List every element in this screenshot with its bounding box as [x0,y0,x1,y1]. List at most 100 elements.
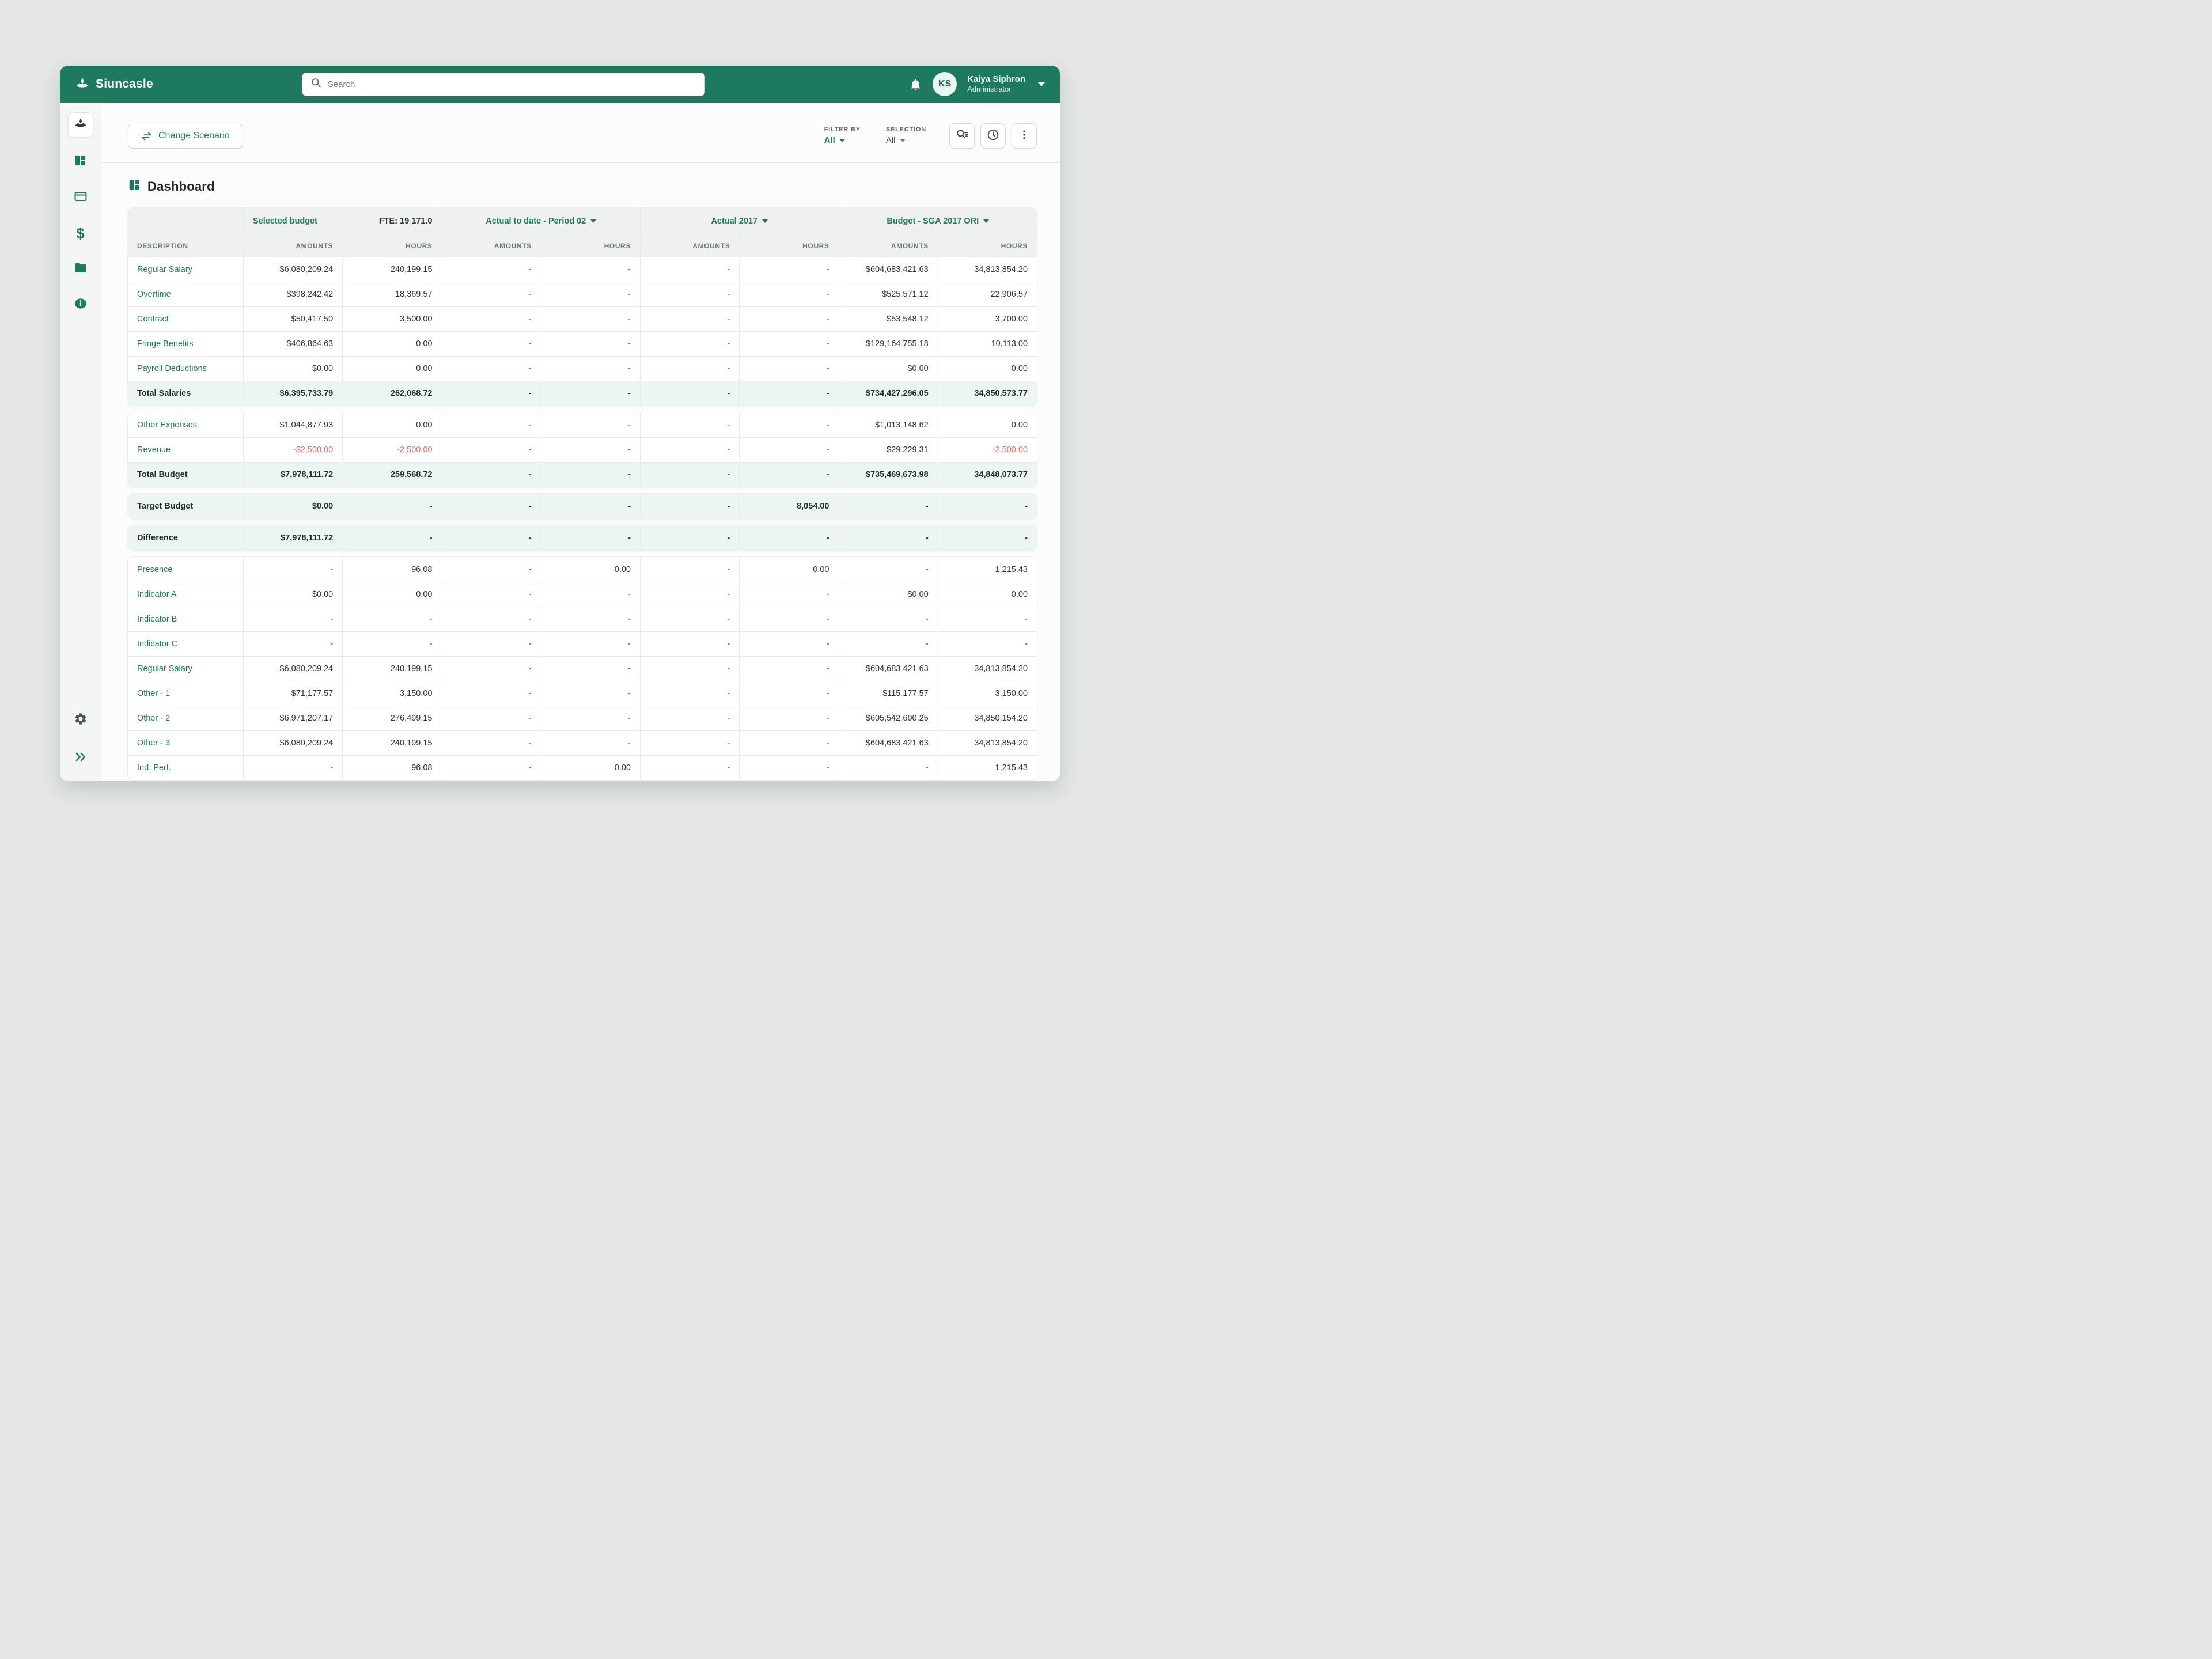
cell-value: - [540,657,640,681]
cell-value: - [441,607,541,631]
filter-by-label: FILTER BY [824,126,861,133]
cell-value: - [739,412,838,437]
cell-value: - [441,657,541,681]
sidebar-item-payments[interactable] [68,186,93,209]
cell-value: - [540,381,640,406]
cell-value: - [540,582,640,607]
cell-value: - [739,463,838,487]
more-options-button[interactable] [1012,123,1037,149]
cell-value: - [540,607,640,631]
sidebar-item-dashboard[interactable] [68,150,93,173]
chevron-down-icon [590,219,597,223]
cell-value: - [540,632,640,656]
cell-value: - [640,381,739,406]
cell-value: - [739,381,838,406]
table-section-1: Selected budget FTE: 19 171.0 Actual to da… [128,208,1037,406]
column-header-amounts-3: AMOUNTS [441,234,541,257]
row-label[interactable]: Regular Salary [137,265,192,274]
table-row: Other - 2 $6,971,207.17 276,499.15- - - - $605… [128,706,1037,730]
table-section-4: Difference $7,978,111.72- - - - - - - [128,525,1037,550]
table-row: Regular Salary $6,080,209.24 240,199.15- - -… [128,257,1037,282]
row-label[interactable]: Ind. Perf. [137,763,171,772]
cell-value: - [441,332,541,356]
notifications-bell-icon[interactable] [909,78,922,91]
filter-by-dropdown[interactable]: FILTER BY All [824,125,861,147]
cell-value: $735,469,673.98 [838,463,938,487]
dashboard-layout-icon [74,154,87,170]
search-bar[interactable] [301,72,705,96]
cell-value: $6,080,209.24 [243,731,342,755]
cell-value: - [739,525,838,550]
row-label[interactable]: Regular Salary [137,664,192,673]
row-label[interactable]: Indicator C [137,639,178,649]
cell-value: - [640,463,739,487]
row-label[interactable]: Payroll Deductions [137,364,207,373]
cell-value: $604,683,421.63 [838,657,938,681]
row-label[interactable]: Revenue [137,445,171,454]
group-header-budget-ori[interactable]: Budget - SGA 2017 ORI [838,208,1037,234]
change-scenario-label: Change Scenario [158,131,230,141]
cell-value: 240,199.15 [342,257,441,282]
cell-value: $0.00 [243,494,342,518]
row-label[interactable]: Contract [137,315,169,324]
selection-label: SELECTION [885,126,926,133]
row-label[interactable]: Presence [137,565,173,574]
search-icon [310,77,321,91]
group-header-selected-budget: Selected budget FTE: 19 171.0 [243,208,442,234]
row-label[interactable]: Overtime [137,290,171,299]
user-info[interactable]: Kaiya Siphron Administrator [967,74,1025,94]
cell-value: 3,150.00 [342,681,441,706]
cell-value: 1,215.43 [937,557,1037,582]
cell-value: $734,427,296.05 [838,381,938,406]
cell-value: - [540,706,640,730]
cell-value: 18,369.57 [342,282,441,306]
cell-value: - [640,525,739,550]
change-scenario-button[interactable]: Change Scenario [128,123,243,149]
cell-value: - [441,257,541,282]
group-header-actual-2017[interactable]: Actual 2017 [640,208,839,234]
row-label[interactable]: Other Expenses [137,420,197,430]
row-label[interactable]: Indicator B [137,615,177,624]
cell-value: - [441,525,541,550]
sidebar-item-info[interactable] [68,293,93,316]
cell-value: $7,978,111.72 [243,525,342,550]
cell-value: - [838,607,938,631]
table-row: Fringe Benefits $406,864.63 0.00- - - - $129,1… [128,331,1037,356]
cell-value: 34,813,854.20 [937,657,1037,681]
cell-value: $0.00 [838,582,938,607]
row-label[interactable]: Other - 2 [137,714,171,723]
column-header-hours-4: HOURS [540,234,640,257]
boat-logo-icon-dark [74,117,88,134]
sidebar-item-files[interactable] [68,257,93,281]
row-label[interactable]: Other - 1 [137,689,171,698]
group-header-actual-to-date[interactable]: Actual to date - Period 02 [441,208,641,234]
sidebar-item-home-active[interactable] [67,112,93,138]
cell-value: $6,080,209.24 [243,657,342,681]
row-label[interactable]: Indicator A [137,590,177,599]
search-input[interactable] [327,79,696,89]
cell-value: - [441,357,541,381]
user-avatar[interactable]: KS [933,72,957,96]
cell-value: - [640,731,739,755]
cell-value: -$2,500.00 [243,438,342,462]
sidebar-settings[interactable] [68,709,93,732]
cell-value: - [739,438,838,462]
selection-dropdown[interactable]: SELECTION All [886,125,926,147]
cell-value: $6,080,209.24 [243,257,342,282]
cell-value: 0.00 [342,412,441,437]
table-row: Indicator B-------- [128,607,1037,631]
history-button[interactable] [980,123,1006,149]
row-label[interactable]: Other - 3 [137,738,171,748]
cell-value: 0.00 [937,357,1037,381]
cell-value: - [243,557,342,582]
sidebar-expand[interactable] [68,747,93,770]
chevron-down-icon [899,139,906,143]
search-filter-icon [956,128,968,144]
table-row: Overtime $398,242.42 18,369.57- - - - $525,571… [128,282,1037,306]
user-menu-chevron-down-icon[interactable] [1038,82,1045,86]
column-header-hours-2: HOURS [342,234,441,257]
sidebar-item-finance[interactable]: $ [68,222,93,245]
search-filter-button[interactable] [949,123,975,149]
row-label[interactable]: Fringe Benefits [137,339,194,349]
row-label: Target Budget [137,501,194,511]
